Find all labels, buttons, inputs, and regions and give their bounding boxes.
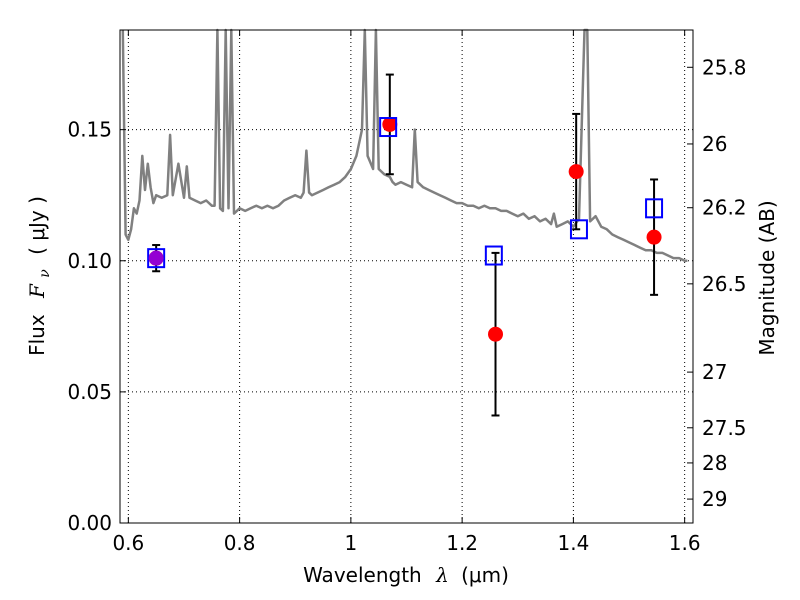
axis-ticks: 0.6 0.8 1 1.2 1.4 1.6 0.00 0.05 0.10 0.15 25.8 26 26…: [67, 30, 747, 555]
data-point: [646, 229, 662, 245]
data-point: [488, 326, 504, 342]
x-tick-label: 1.2: [446, 531, 478, 555]
model-square: [569, 219, 588, 240]
model-square: [645, 198, 664, 219]
model-squares: [147, 117, 664, 269]
x-axis-label: Wavelength: [303, 563, 422, 587]
y-tick-label: 0.00: [67, 511, 112, 535]
y-axis-subscript: ν: [37, 269, 53, 278]
y2-tick-label: 27: [702, 360, 727, 384]
y-axis-symbol: F: [25, 283, 49, 299]
plot-frame: [119, 29, 694, 524]
x-tick-label: 1.4: [557, 531, 589, 555]
x-tick-label: 1: [345, 531, 358, 555]
x-axis-symbol: λ: [435, 563, 449, 587]
y-axis-title: Flux F ν ( μJy ): [25, 196, 54, 356]
plot-background: [120, 30, 693, 523]
model-square: [379, 117, 398, 138]
data-point: [568, 164, 584, 180]
overlap-point: [148, 250, 164, 266]
y2-axis-title: Magnitude (AB): [755, 200, 779, 355]
y2-tick-label: 26: [702, 132, 727, 156]
y2-tick-label: 26.5: [702, 272, 747, 296]
x-tick-label: 0.8: [224, 531, 256, 555]
y2-tick-label: 28: [702, 451, 727, 475]
y2-tick-label: 29: [702, 487, 727, 511]
y-tick-label: 0.05: [67, 380, 112, 404]
y2-tick-label: 27.5: [702, 416, 747, 440]
y-axis-label: Flux: [25, 314, 49, 356]
y-tick-label: 0.10: [67, 249, 112, 273]
data-point: [382, 116, 398, 132]
x-axis-title: Wavelength λ (μm): [303, 563, 509, 587]
y-tick-label: 0.15: [67, 118, 112, 142]
y-axis-unit: ( μJy ): [25, 196, 49, 255]
x-tick-label: 1.6: [669, 531, 701, 555]
y2-tick-label: 25.8: [702, 55, 747, 79]
overlap-points: [148, 250, 164, 266]
y2-tick-label: 26.2: [702, 196, 747, 220]
x-tick-label: 0.6: [112, 531, 144, 555]
model-square: [147, 248, 166, 269]
model-square: [484, 245, 503, 266]
x-axis-unit: (μm): [461, 563, 509, 587]
